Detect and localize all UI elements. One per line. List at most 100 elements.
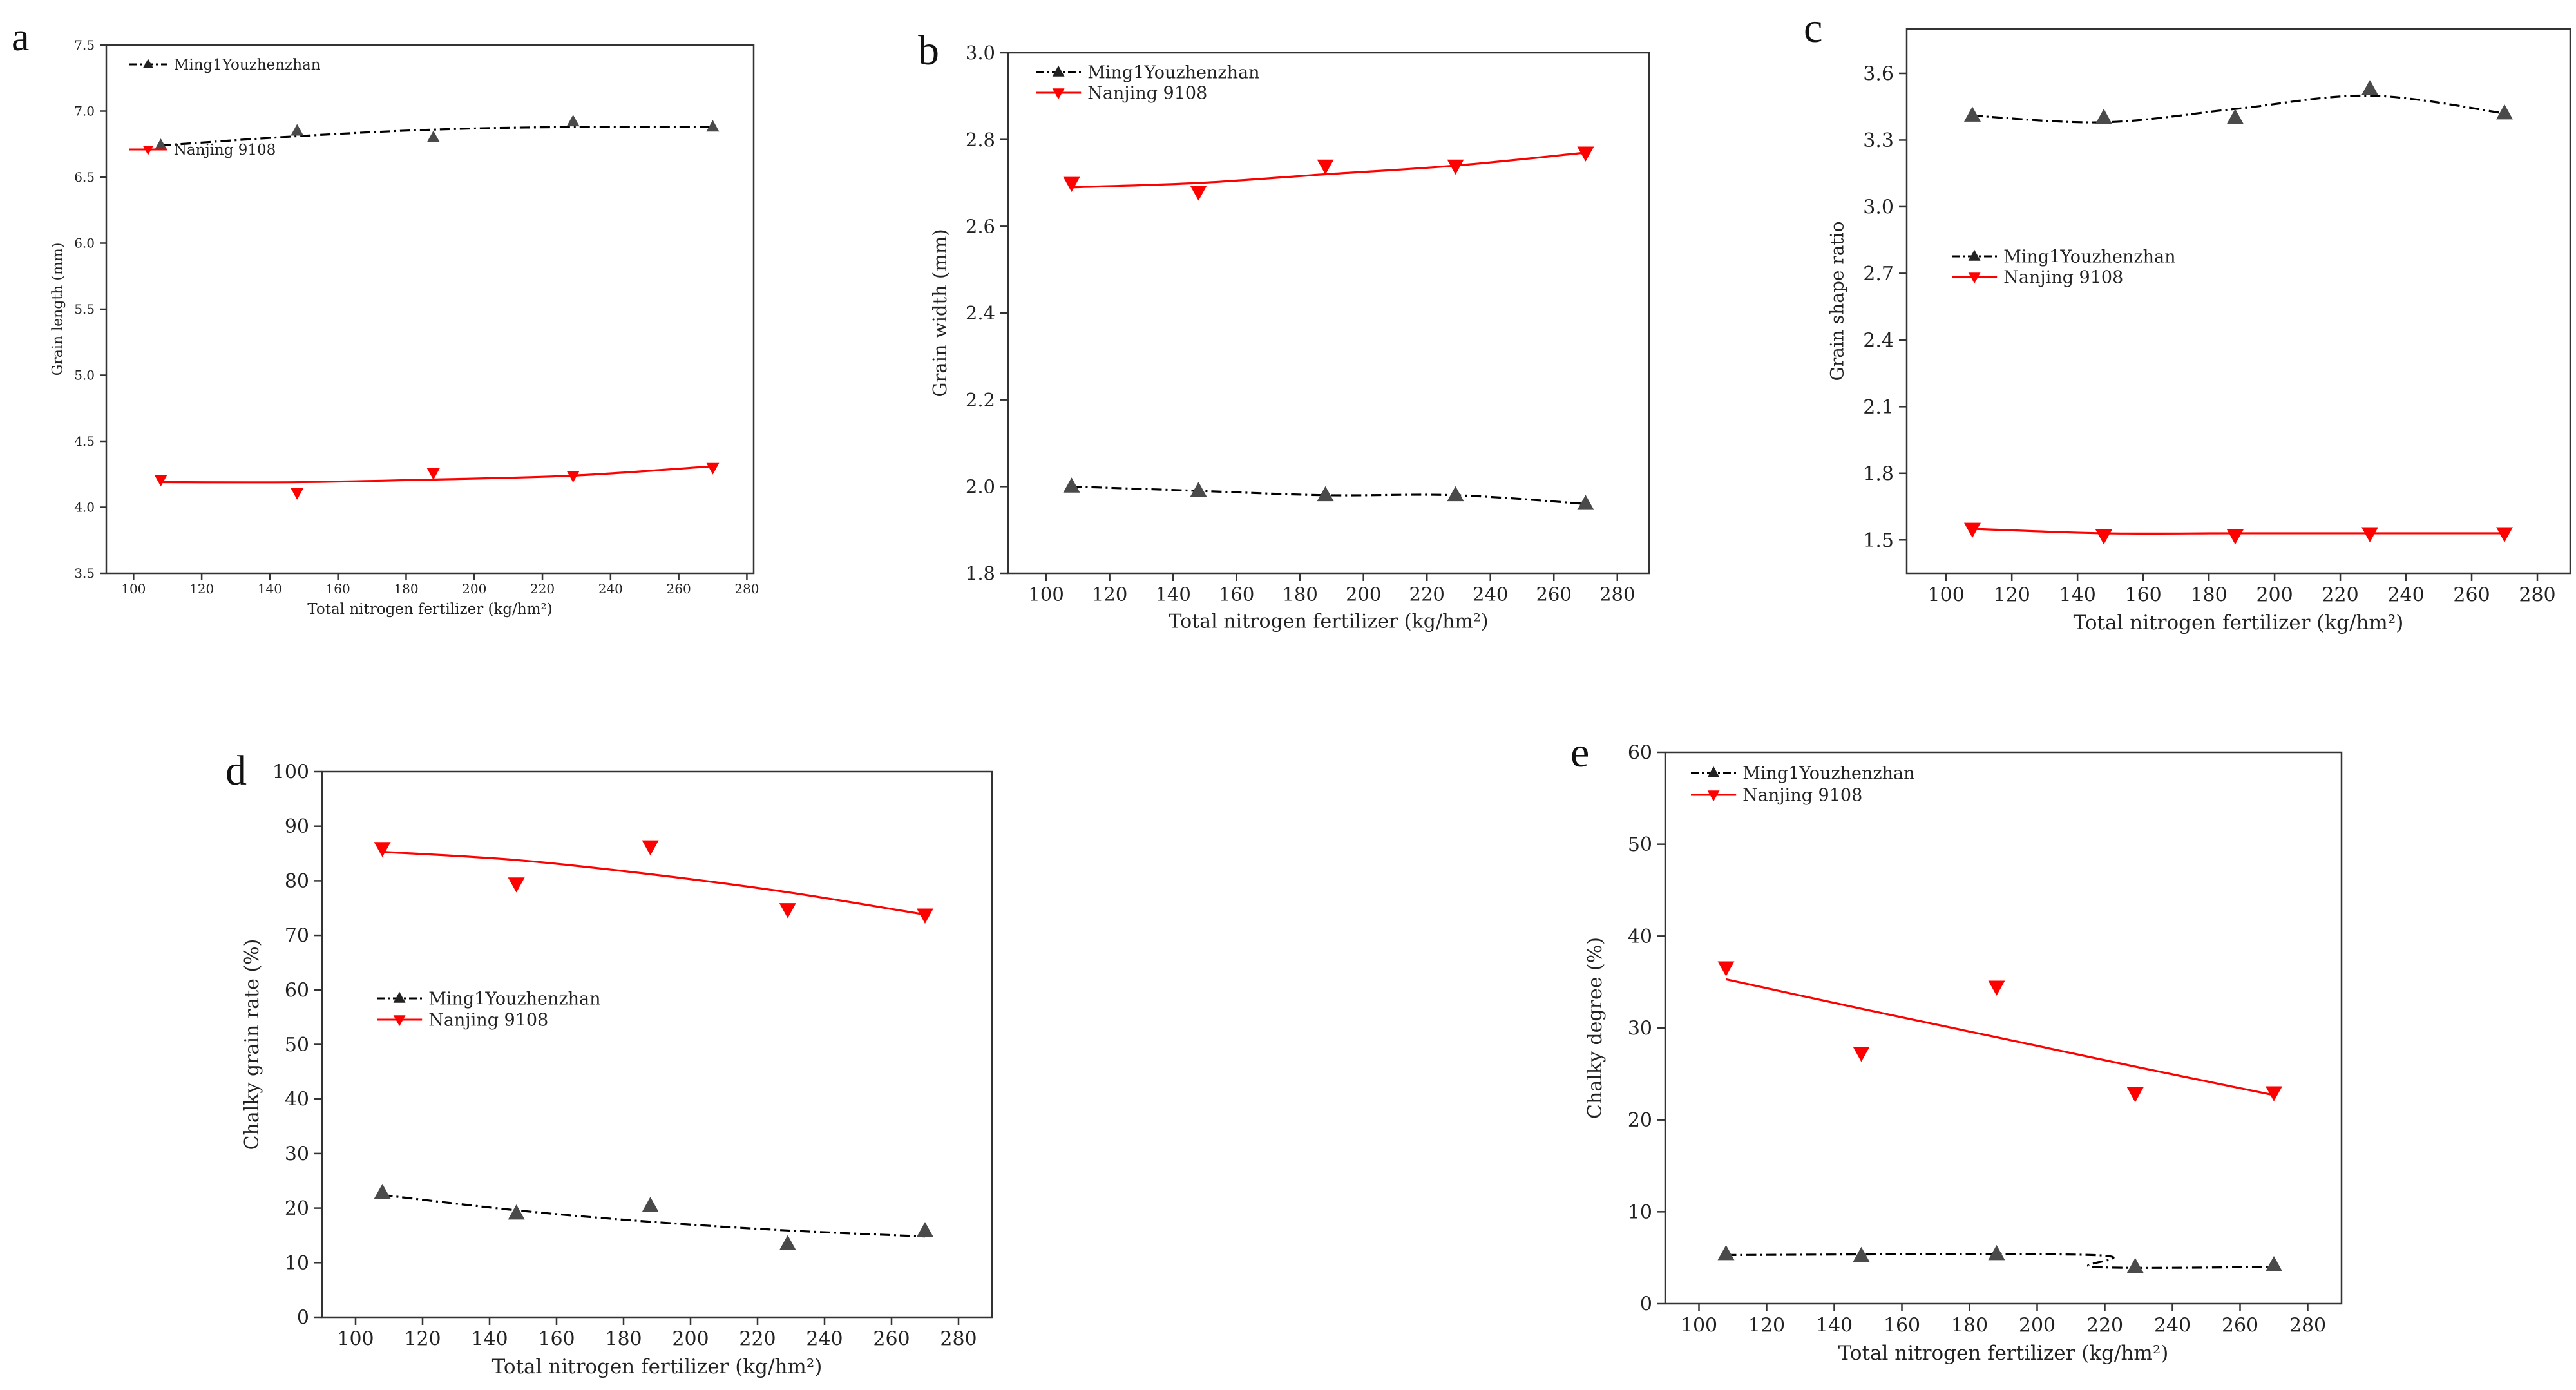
data-point [917,1222,933,1237]
data-point [2095,108,2112,124]
series-fit-line [160,126,713,147]
y-tick-label: 0 [1640,1293,1652,1316]
legend-label: Nanjing 9108 [428,1010,548,1030]
y-tick-label: 10 [1628,1201,1652,1224]
legend-marker [1968,249,1981,261]
x-tick-label: 100 [1681,1315,1717,1337]
series-fit-line [1726,1253,2275,1269]
x-tick-label: 260 [2453,584,2490,607]
x-tick-label: 220 [530,581,555,596]
legend-label: Ming1Youzhenzhan [2003,247,2175,267]
y-tick-label: 20 [1628,1109,1652,1132]
series-fit-line [1071,151,1586,189]
x-tick-label: 200 [2256,584,2293,607]
y-tick-label: 30 [1628,1018,1652,1040]
x-tick-label: 120 [404,1328,441,1351]
y-tick-label: 100 [272,761,309,784]
x-tick-label: 200 [462,581,486,596]
x-tick-label: 280 [734,581,759,596]
y-tick-label: 50 [285,1034,309,1056]
x-tick-label: 240 [1473,583,1508,605]
data-point [1190,482,1207,497]
x-tick-label: 180 [1282,583,1317,605]
data-point [2226,108,2244,124]
x-tick-label: 100 [121,581,146,596]
legend-marker [393,1015,406,1027]
y-tick-label: 7.0 [74,104,95,119]
y-tick-label: 60 [1628,742,1652,765]
x-axis-label: Total nitrogen fertilizer (kg/hm²) [1838,1342,2169,1365]
y-tick-label: 1.8 [966,562,995,584]
panel-letter: c [1804,5,1822,52]
y-tick-label: 3.0 [966,42,995,64]
panel-letter: a [12,15,30,59]
data-point [1963,106,1981,122]
y-tick-label: 1.5 [1863,529,1894,552]
y-tick-label: 2.7 [1863,263,1894,285]
data-point [2266,1256,2282,1271]
y-tick-label: 2.8 [966,129,995,151]
y-tick-label: 2.4 [1863,329,1894,352]
data-point [1988,980,2005,996]
x-axis-label: Total nitrogen fertilizer (kg/hm²) [1169,610,1488,633]
x-tick-label: 260 [1536,583,1572,605]
plot-frame [1905,28,2571,575]
legend-label: Nanjing 9108 [1742,785,1862,805]
data-point [2361,527,2378,542]
y-tick-label: 2.2 [966,389,995,411]
legend-label: Ming1Youzhenzhan [1742,763,1914,783]
x-tick-label: 120 [1994,584,2030,607]
y-tick-label: 5.5 [74,301,95,317]
y-tick-label: 20 [285,1197,309,1220]
x-tick-label: 220 [1409,583,1445,605]
data-point [154,475,167,487]
data-point [426,130,440,142]
plot-frame [1664,751,2343,1305]
chart-panel-d: 100 120 140 160 180 200 220 240 260 280 0 10 20 30 40 5… [225,747,993,1378]
data-point [1577,495,1594,510]
data-point [566,471,580,483]
y-tick-label: 5.0 [74,368,95,383]
series-fit-line [382,850,926,916]
data-point [2126,1257,2144,1273]
x-tick-label: 120 [189,581,214,596]
legend-label: Nanjing 9108 [1087,83,1207,103]
panel-letter: e [1570,729,1589,776]
data-point [2266,1086,2282,1101]
x-tick-label: 140 [1155,583,1190,605]
legend-marker [142,146,153,155]
y-tick-label: 90 [285,815,309,838]
y-tick-label: 2.1 [1863,396,1894,419]
data-point [374,842,391,857]
chart-panel-e: 100 120 140 160 180 200 220 240 260 280 0 10 20 30 40 5… [1570,729,2343,1365]
plot-frame [105,44,755,575]
data-point [1853,1047,1870,1062]
x-tick-label: 100 [1928,584,1965,607]
y-tick-label: 30 [285,1143,309,1165]
x-tick-label: 280 [2519,584,2555,607]
data-point [154,138,167,150]
y-tick-label: 2.4 [966,302,995,324]
y-tick-label: 80 [285,870,309,893]
data-point [706,462,720,475]
x-tick-label: 200 [2019,1315,2056,1337]
y-tick-label: 7.5 [74,37,95,53]
data-point [2095,529,2112,545]
y-tick-label: 40 [1628,926,1652,948]
x-tick-label: 260 [667,581,691,596]
x-tick-label: 160 [1884,1315,1920,1337]
legend-label: Nanjing 9108 [2003,267,2123,287]
chart-panel-a: 100 120 140 160 180 200 220 240 260 280 3.5 4.0 4.5 5… [12,15,759,618]
y-tick-label: 60 [285,979,309,1002]
x-tick-label: 280 [940,1328,977,1351]
data-point [1717,961,1735,976]
y-axis-label: Grain length (mm) [50,243,66,376]
x-tick-label: 140 [1816,1315,1853,1337]
x-tick-label: 280 [2289,1315,2326,1337]
x-tick-label: 240 [2154,1315,2191,1337]
x-tick-label: 220 [739,1328,776,1351]
y-tick-label: 10 [285,1252,309,1275]
legend-marker [1707,790,1720,802]
y-tick-label: 6.5 [74,169,95,185]
